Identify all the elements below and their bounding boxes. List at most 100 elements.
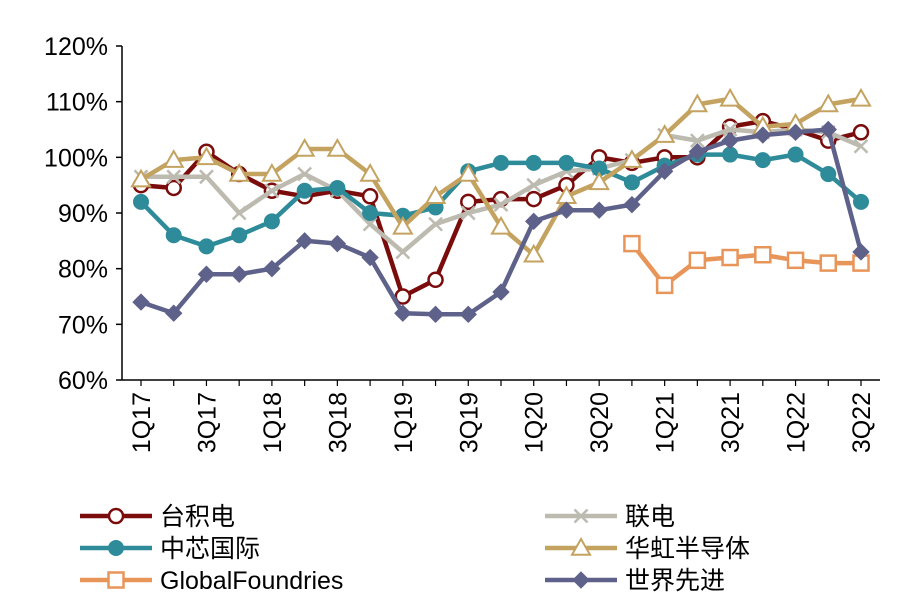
legend-entry: 台积电 bbox=[80, 503, 235, 531]
data-point bbox=[293, 137, 316, 157]
data-point bbox=[820, 166, 837, 183]
y-tick-label: 100% bbox=[44, 144, 108, 172]
data-point bbox=[786, 251, 805, 270]
data-point bbox=[163, 149, 185, 168]
data-point bbox=[362, 205, 379, 221]
x-tick-label: 1Q18 bbox=[259, 392, 287, 453]
data-point bbox=[787, 146, 804, 163]
data-point bbox=[623, 234, 641, 253]
x-tick-label: 1Q20 bbox=[521, 392, 549, 453]
data-point bbox=[198, 238, 215, 255]
legend-entry: GlobalFoundries bbox=[80, 567, 343, 595]
legend-marker bbox=[573, 508, 589, 524]
legend-label: 联电 bbox=[625, 503, 675, 531]
series-2 bbox=[133, 122, 869, 260]
data-point bbox=[852, 243, 870, 261]
data-point bbox=[424, 185, 447, 205]
data-point bbox=[426, 305, 445, 324]
data-point bbox=[195, 146, 218, 166]
data-point bbox=[852, 124, 870, 141]
x-tick-label: 1Q22 bbox=[783, 392, 811, 453]
data-point bbox=[459, 305, 477, 324]
data-point bbox=[558, 154, 575, 171]
x-tick-label: 3Q19 bbox=[455, 392, 483, 453]
data-point bbox=[395, 244, 411, 260]
legend-label: GlobalFoundries bbox=[160, 567, 343, 595]
data-point bbox=[326, 137, 349, 157]
data-point bbox=[754, 126, 772, 144]
x-tick-label: 3Q18 bbox=[324, 392, 352, 453]
data-point bbox=[655, 276, 674, 295]
data-point bbox=[623, 195, 641, 214]
data-point bbox=[230, 265, 248, 283]
legend-marker bbox=[570, 536, 592, 556]
x-tick-label: 3Q22 bbox=[848, 392, 876, 453]
data-point bbox=[655, 162, 674, 180]
data-point bbox=[686, 93, 709, 113]
data-point bbox=[328, 234, 347, 253]
data-point bbox=[428, 216, 443, 232]
data-point bbox=[392, 215, 414, 235]
legend-label: 台积电 bbox=[160, 503, 235, 531]
data-point bbox=[557, 201, 576, 219]
data-point bbox=[394, 304, 412, 322]
legend-marker bbox=[108, 540, 124, 556]
data-point bbox=[296, 182, 313, 199]
data-point bbox=[525, 212, 543, 231]
data-point bbox=[359, 163, 381, 182]
series-4 bbox=[130, 87, 872, 263]
data-point bbox=[525, 154, 542, 171]
data-point bbox=[130, 168, 152, 188]
data-point bbox=[263, 259, 281, 278]
data-point bbox=[165, 304, 183, 322]
x-tick-label: 3Q20 bbox=[586, 392, 614, 453]
legend-marker bbox=[107, 571, 125, 589]
data-point bbox=[457, 163, 479, 182]
data-point bbox=[165, 227, 182, 244]
data-point bbox=[492, 283, 510, 301]
data-point bbox=[329, 179, 346, 196]
data-point bbox=[199, 169, 214, 185]
data-point bbox=[261, 163, 283, 182]
x-tick-label: 3Q17 bbox=[193, 392, 221, 453]
x-tick-label: 1Q17 bbox=[128, 392, 156, 453]
data-point bbox=[490, 215, 512, 235]
data-point bbox=[264, 183, 280, 199]
data-point bbox=[754, 152, 771, 169]
series-6 bbox=[132, 120, 870, 324]
legend-label: 华虹半导体 bbox=[625, 535, 750, 563]
data-point bbox=[721, 248, 739, 267]
y-tick-label: 110% bbox=[46, 89, 108, 117]
data-point bbox=[493, 197, 509, 213]
legend-entry: 中芯国际 bbox=[80, 535, 260, 563]
data-point bbox=[817, 93, 839, 113]
data-point bbox=[231, 205, 247, 221]
data-point bbox=[754, 246, 772, 264]
data-point bbox=[166, 169, 182, 185]
legend-label: 中芯国际 bbox=[160, 535, 260, 563]
data-point bbox=[394, 288, 412, 305]
legend-marker bbox=[572, 571, 590, 589]
data-point bbox=[231, 227, 248, 244]
data-point bbox=[525, 190, 542, 208]
data-point bbox=[197, 265, 216, 283]
data-point bbox=[688, 143, 707, 161]
data-point bbox=[850, 87, 872, 107]
data-point bbox=[133, 193, 149, 210]
data-point bbox=[228, 163, 250, 182]
legend-label: 世界先进 bbox=[625, 567, 725, 595]
data-point bbox=[427, 271, 444, 289]
data-point bbox=[721, 131, 739, 150]
data-point bbox=[361, 188, 379, 205]
data-point bbox=[853, 193, 869, 210]
data-point bbox=[132, 293, 150, 311]
series-layer bbox=[130, 87, 872, 324]
y-tick-label: 60% bbox=[58, 367, 108, 395]
legend-entry: 世界先进 bbox=[545, 567, 725, 595]
data-point bbox=[853, 138, 869, 154]
data-point bbox=[361, 248, 379, 267]
data-point bbox=[263, 213, 280, 230]
x-tick-label: 3Q21 bbox=[717, 392, 745, 453]
